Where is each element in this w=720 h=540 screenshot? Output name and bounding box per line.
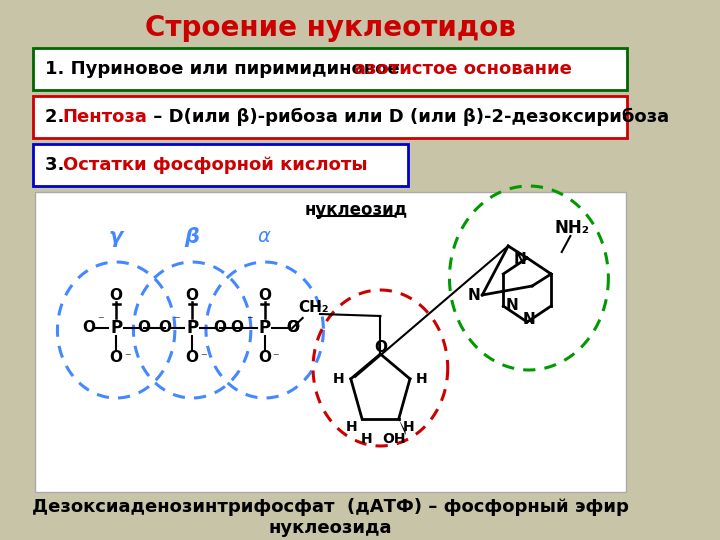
Text: ⁻: ⁻ (200, 352, 207, 365)
Text: H: H (361, 432, 372, 446)
Text: 3.: 3. (45, 156, 71, 174)
Text: O: O (186, 350, 199, 366)
FancyBboxPatch shape (35, 192, 626, 492)
Text: P: P (258, 319, 271, 337)
FancyBboxPatch shape (33, 144, 408, 186)
Text: O: O (158, 321, 171, 335)
Text: N: N (514, 253, 526, 267)
Text: Строение нуклеотидов: Строение нуклеотидов (145, 14, 516, 42)
Text: 1. Пуриновое или пиримидиновое: 1. Пуриновое или пиримидиновое (45, 60, 406, 78)
Text: O: O (186, 288, 199, 303)
Text: H: H (403, 420, 415, 434)
Text: γ: γ (109, 227, 123, 247)
Text: O: O (374, 340, 387, 354)
Text: H: H (416, 372, 428, 386)
Text: нуклеозида: нуклеозида (269, 519, 392, 537)
Text: O: O (213, 321, 226, 335)
Text: Пентоза: Пентоза (63, 108, 148, 126)
Text: O: O (258, 350, 271, 366)
Polygon shape (399, 419, 405, 435)
Text: – D(или β)-рибоза или D (или β)-2-дезоксирибоза: – D(или β)-рибоза или D (или β)-2-дезокс… (147, 108, 670, 126)
Text: CH₂: CH₂ (298, 300, 328, 315)
Text: P: P (110, 319, 122, 337)
Text: N: N (505, 299, 518, 314)
Text: ⁻: ⁻ (246, 314, 252, 327)
Text: Остатки фосфорной кислоты: Остатки фосфорной кислоты (63, 156, 367, 174)
Text: NH₂: NH₂ (554, 219, 590, 237)
Text: H: H (333, 372, 345, 386)
Text: O: O (82, 321, 95, 335)
Text: OH: OH (382, 432, 406, 446)
Text: азотистое основание: азотистое основание (354, 60, 572, 78)
Text: Дезоксиаденозинтрифосфат  (дАТФ) – фосфорный эфир: Дезоксиаденозинтрифосфат (дАТФ) – фосфор… (32, 498, 629, 516)
Text: H: H (346, 420, 358, 434)
Text: ⁻: ⁻ (97, 314, 104, 327)
Text: β: β (184, 227, 199, 247)
Text: N: N (523, 313, 535, 327)
Text: α: α (257, 227, 270, 246)
Text: O: O (138, 321, 150, 335)
Text: ⁻: ⁻ (173, 314, 180, 327)
Text: ⁻: ⁻ (272, 352, 279, 365)
Text: P: P (186, 319, 198, 337)
Text: O: O (109, 350, 122, 366)
FancyBboxPatch shape (33, 96, 627, 138)
Text: O: O (286, 321, 299, 335)
Text: O: O (286, 321, 299, 335)
Text: нуклеозид: нуклеозид (305, 201, 408, 219)
Text: O: O (230, 321, 243, 335)
Text: ⁻: ⁻ (124, 352, 130, 365)
Text: O: O (109, 288, 122, 303)
FancyBboxPatch shape (33, 48, 627, 90)
Text: O: O (258, 288, 271, 303)
Text: 2.: 2. (45, 108, 71, 126)
Text: N: N (467, 287, 480, 302)
